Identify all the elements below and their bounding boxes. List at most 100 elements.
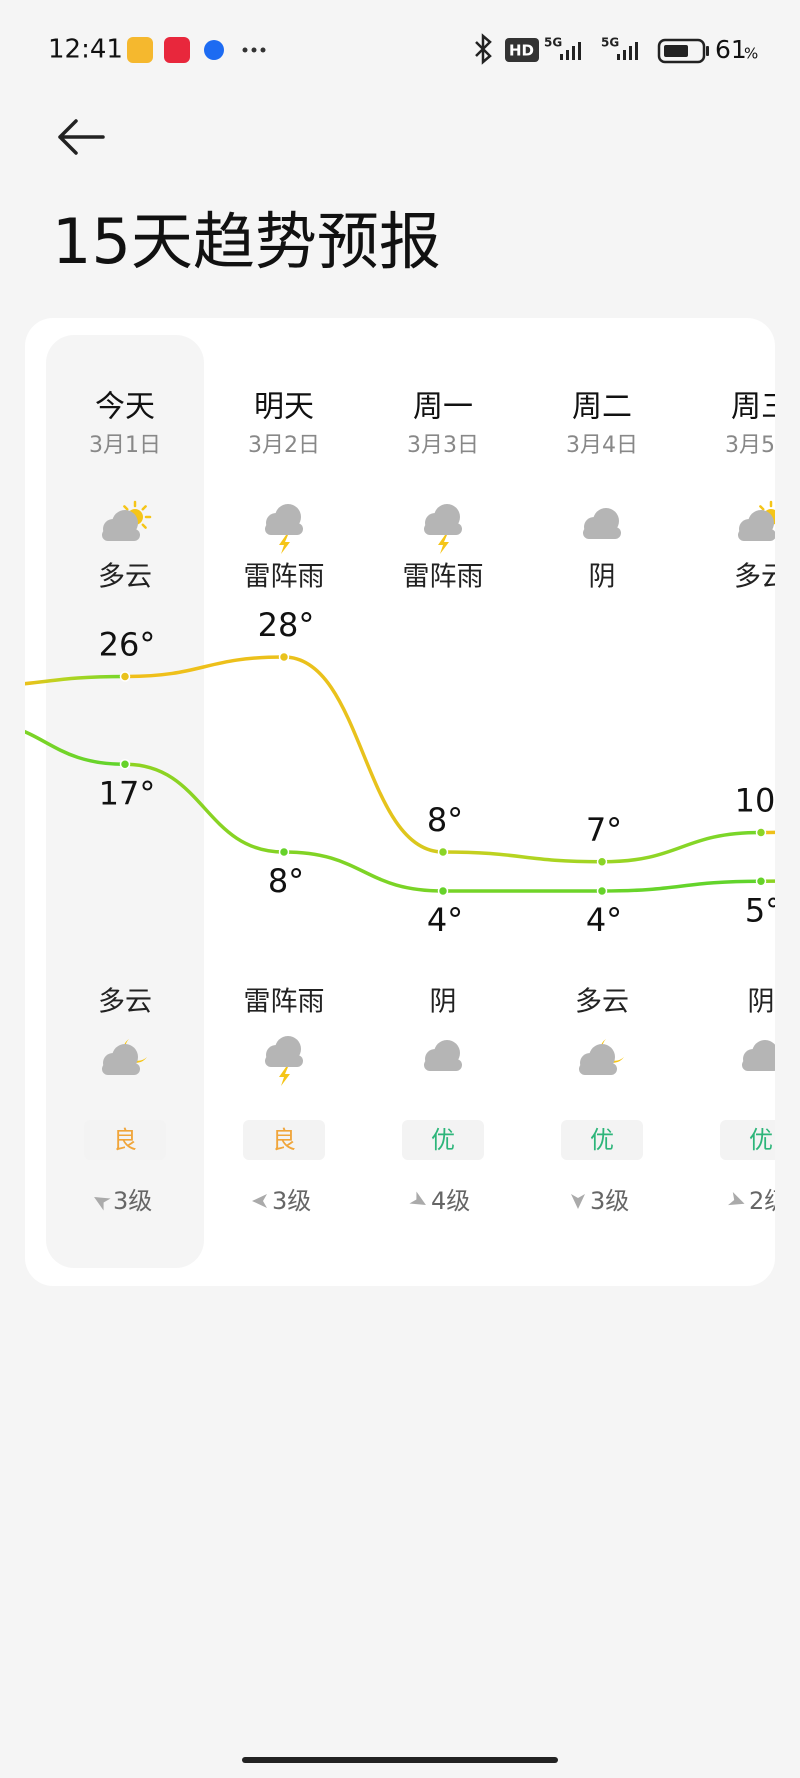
hd-text: HD [509,42,534,60]
day-date: 3月1日 [89,433,161,458]
aqi-pill [402,1120,484,1160]
weather-icon [424,1040,462,1071]
back-button[interactable] [58,119,105,155]
network-type: 5G [601,36,619,50]
low-temp-label: 8° [268,862,304,900]
day-date: 3月2日 [248,433,320,458]
day-weather: 多云 [98,562,152,593]
wind-arrow [252,1194,267,1208]
day-name: 周一 [413,390,473,425]
high-temp-point [278,651,290,663]
cloud-part [265,1055,303,1067]
wind-arrow [728,1192,745,1206]
wind-level: 3级 [272,1187,311,1215]
signal-icon [617,42,638,60]
battery-level [664,45,688,57]
cloud [424,1040,462,1071]
cloud-part [579,1063,617,1075]
lightning [279,1067,290,1086]
sun-ray [123,505,129,511]
high-temp-label: 26° [99,626,156,664]
high-temp-point [119,671,131,682]
weather-icon [265,504,303,554]
weather-icon [579,1039,624,1075]
day-name: 周二 [572,390,632,425]
day-name: 明天 [254,390,314,425]
day-weather: 阴 [589,562,616,593]
battery-icon [657,38,706,64]
weather-icon [102,1039,147,1075]
high-temp-point [596,856,608,867]
weather-icon [738,500,775,541]
night-weather: 多云 [98,987,152,1018]
night-weather: 雷阵雨 [244,987,325,1018]
high-temp-label: 8° [427,801,463,839]
day-date: 3月3日 [407,433,479,458]
high-temp-curve [124,655,762,864]
app-icon [127,37,153,63]
battery-tip [706,46,709,56]
cloud-part [424,523,462,535]
wind-level: 3级 [113,1187,152,1215]
home-indicator[interactable] [242,1757,558,1763]
app-icon [164,37,190,63]
cloud-part [742,1059,775,1071]
app-icon [204,40,224,60]
low-temp-point [119,759,131,770]
sun-ray [759,505,765,511]
hd-badge [505,38,539,62]
night-weather: 阴 [748,987,775,1018]
cloud [738,510,775,541]
low-temp-label: 5° [745,891,781,929]
aqi-pill [561,1120,643,1160]
cloud [265,1036,303,1067]
high-temp-label: 7° [586,811,622,849]
day-weather: 雷阵雨 [244,562,325,593]
weather-icon [424,504,462,554]
signal-icon [560,42,581,60]
cloud-part [102,529,140,541]
day-date: 3月5日 [725,433,797,458]
day-date: 3月4日 [566,433,638,458]
low-temp-point [278,846,290,858]
page-title: 15天趋势预报 [52,205,441,278]
low-temp-label: 4° [586,901,622,939]
aqi-label: 优 [749,1126,773,1154]
network-type: 5G [544,36,562,50]
battery-percent: 61 [715,35,747,64]
weather-icon [583,508,621,539]
cloud-part [265,523,303,535]
day-weather: 雷阵雨 [403,562,484,593]
low-temp-curve [124,762,762,893]
low-temp-label: 4° [427,901,463,939]
lightning [279,535,290,554]
more-icon [242,47,266,53]
wind-arrow [571,1194,585,1209]
cloud-part [102,1063,140,1075]
aqi-pill [720,1120,775,1160]
aqi-label: 良 [113,1126,137,1154]
wind-level: 4级 [431,1187,470,1215]
night-weather: 阴 [430,987,457,1018]
status-time: 12:41 [48,35,123,65]
low-temp-point [755,876,767,887]
low-temp-point [596,885,608,897]
lightning [438,535,449,554]
weather-icon [265,1036,303,1086]
day-weather: 多云 [734,562,788,593]
aqi-pill [243,1120,325,1160]
weather-icon [102,500,152,541]
day-name: 周三 [731,390,791,425]
night-weather: 多云 [575,987,629,1018]
cloud-part [738,529,775,541]
cloud [583,508,621,539]
aqi-label: 优 [590,1126,614,1154]
weather-icon [742,1040,775,1071]
high-temp-label: 10° [735,782,792,820]
curve-lead [25,674,126,688]
sun-ray [141,505,147,511]
high-temp-label: 28° [258,606,315,644]
low-temp-label: 17° [99,774,156,812]
wind-level: 3级 [590,1187,629,1215]
